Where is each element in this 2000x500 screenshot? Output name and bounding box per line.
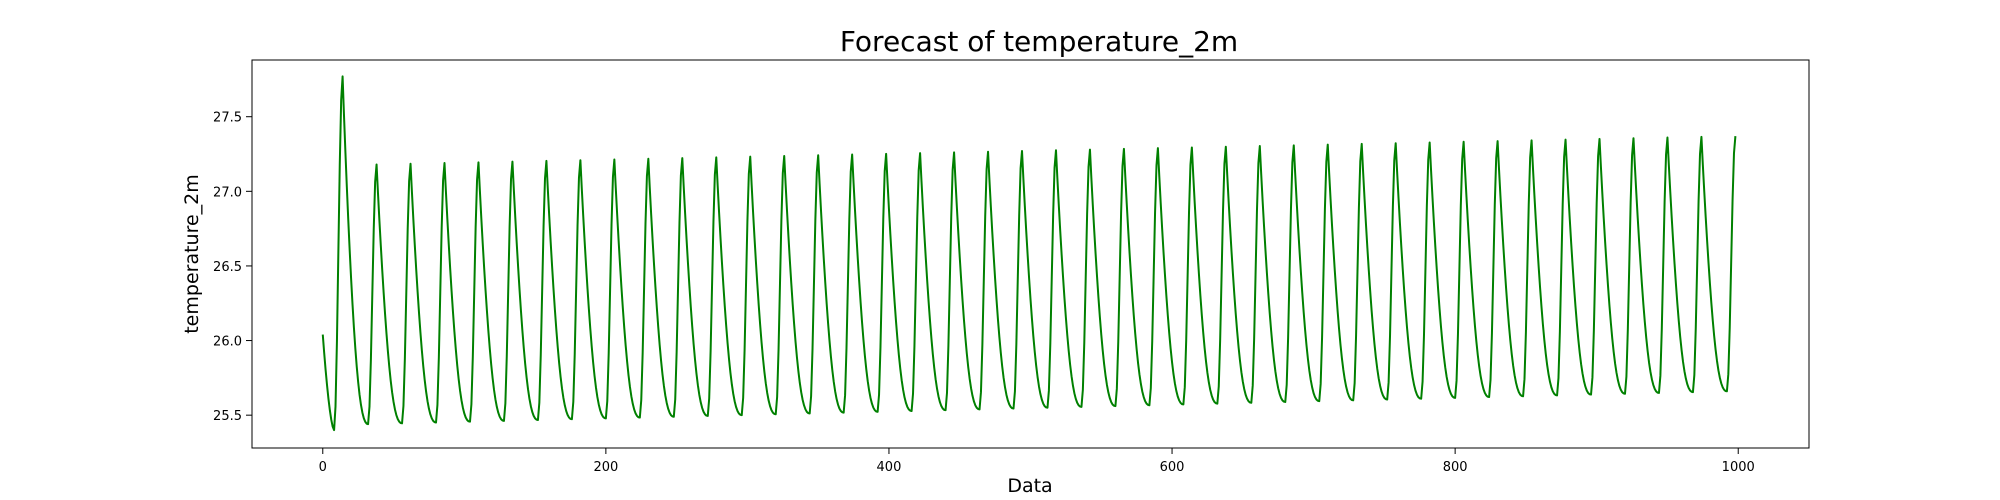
y-tick-label: 26.0 [213, 335, 242, 350]
x-tick-label: 800 [1443, 460, 1468, 475]
plot-area [251, 59, 1810, 449]
x-axis-label: Data [1007, 475, 1052, 497]
x-tick-label: 1000 [1722, 460, 1755, 475]
x-tick-label: 400 [877, 460, 902, 475]
y-tick-label: 27.5 [213, 111, 242, 126]
x-tick-label: 200 [593, 460, 618, 475]
y-axis-label: temperature_2m [181, 174, 203, 334]
y-tick-label: 26.5 [213, 260, 242, 275]
x-tick-label: 600 [1160, 460, 1185, 475]
chart-title: Forecast of temperature_2m [840, 25, 1238, 58]
x-axis-ticks: 0 200 400 600 800 1000 [319, 448, 1755, 475]
y-axis-ticks: 25.5 26.0 26.5 27.0 27.5 [213, 111, 252, 424]
axes-frame [251, 59, 1810, 449]
series-line-temperature [321, 75, 1737, 432]
x-tick-label: 0 [319, 460, 327, 475]
y-tick-label: 27.0 [213, 185, 242, 200]
y-tick-label: 25.5 [213, 409, 242, 424]
